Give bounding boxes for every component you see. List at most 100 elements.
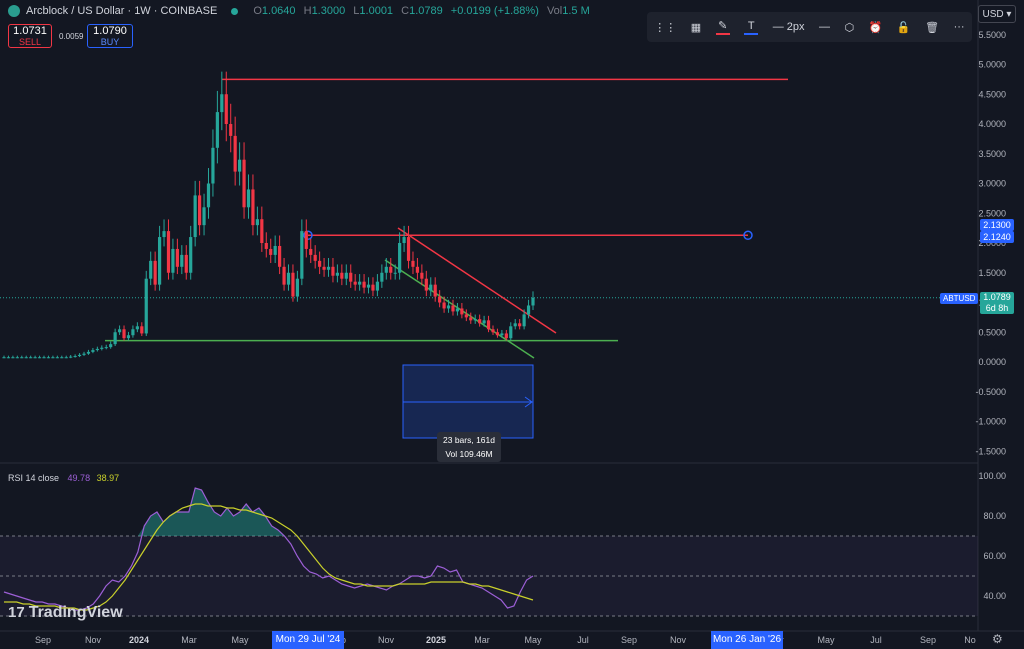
y-tick-label: 0.5000 (978, 327, 1006, 337)
candle-body (464, 314, 468, 318)
x-tick-label: 2024 (129, 635, 149, 645)
x-tick-label: Mar (181, 635, 197, 645)
candle-body (504, 333, 508, 339)
candle-body (375, 281, 380, 291)
alert-clock-icon[interactable]: ⏰ (868, 21, 883, 34)
line-style-icon[interactable]: — (819, 21, 831, 33)
date-range-arrowhead (524, 396, 533, 408)
candle-body (197, 195, 202, 226)
rsi-ma-line (4, 503, 534, 611)
spread-value: 0.0059 (59, 32, 84, 41)
settings-gear-icon[interactable]: ⚙ (992, 632, 1003, 646)
measure-bars: 23 bars, 161d (443, 435, 495, 445)
candle-body (349, 272, 353, 282)
candle-body (104, 347, 108, 349)
symbol-tag: ABTUSD (940, 293, 979, 304)
candle-body (113, 332, 117, 345)
volume-value: 1.5 M (562, 5, 590, 17)
candle-body (424, 278, 428, 291)
candle-body (335, 272, 340, 276)
rsi-y-tick-label: 40.00 (983, 591, 1006, 601)
x-tick-label: No (964, 635, 976, 645)
buy-label: BUY (100, 37, 120, 47)
close-value: 1.0789 (409, 5, 443, 17)
currency-selector[interactable]: USD ▾ (978, 5, 1016, 23)
candle-body (202, 207, 206, 226)
x-tick-label: Sep (35, 635, 51, 645)
candle-body (362, 281, 366, 288)
candle-body (29, 357, 33, 359)
candle-body (211, 147, 215, 184)
settings-hex-icon[interactable]: ⬡ (844, 21, 855, 34)
sell-button[interactable]: 1.0731 SELL (8, 24, 52, 48)
candle-body (126, 335, 131, 339)
candle-body (144, 278, 148, 334)
y-tick-label: 0.0000 (978, 357, 1006, 367)
candle-body (491, 329, 495, 333)
candle-body (486, 320, 491, 330)
candle-body (531, 297, 535, 306)
line-handle-right (743, 230, 753, 241)
candle-body (406, 237, 411, 261)
candle-body (482, 320, 486, 324)
buy-button[interactable]: 1.0790 BUY (87, 24, 133, 48)
sell-price: 1.0731 (13, 25, 47, 37)
candle-body (233, 135, 237, 172)
symbol-title[interactable]: Arcblock / US Dollar · 1W · COINBASE (26, 5, 218, 17)
y-tick-label: 5.0000 (978, 60, 1006, 70)
candle-body (69, 356, 73, 358)
candle-body (162, 231, 166, 238)
lock-icon[interactable]: 🔓 (896, 21, 911, 34)
line-color-button[interactable]: ✎ (715, 19, 730, 35)
line-width-label: 2px (786, 21, 805, 33)
candle-body (340, 272, 344, 279)
candle-body (344, 272, 348, 279)
candle-body (300, 231, 304, 279)
candle-body (393, 272, 397, 274)
candle-body (269, 248, 273, 255)
rsi-y-tick-label: 60.00 (983, 551, 1006, 561)
rsi-header[interactable]: RSI 14 close 49.78 38.97 (8, 473, 119, 483)
x-axis-cursor-right: Mon 26 Jan '26 (711, 631, 783, 649)
rsi-overbought-fill (4, 488, 533, 536)
drag-handle-icon[interactable]: ⋮⋮ (654, 21, 677, 34)
candle-body (389, 266, 393, 273)
candle-body (509, 326, 513, 339)
candle-body (384, 266, 388, 273)
rsi-value: 49.78 (67, 473, 91, 483)
coin-logo-icon (8, 5, 20, 17)
candle-body (380, 272, 384, 282)
candle-body (60, 357, 64, 359)
x-tick-label: Nov (85, 635, 102, 645)
candle-body (2, 357, 6, 359)
candle-body (451, 305, 455, 312)
templates-icon[interactable]: ▦ (690, 21, 702, 34)
trash-icon[interactable]: 🗑 (925, 21, 940, 34)
candle-body (371, 284, 375, 291)
market-status-icon[interactable] (231, 7, 239, 15)
candle-body (46, 357, 51, 359)
y-tick-label: 2.0000 (978, 238, 1006, 248)
y-tick-label: 3.5000 (978, 149, 1006, 159)
candle-body (442, 302, 446, 309)
candle-body (304, 231, 308, 249)
low-value: 1.0001 (359, 5, 394, 17)
candle-body (135, 326, 139, 330)
y-tick-label: -1.0000 (975, 417, 1006, 427)
candle-body (460, 308, 464, 315)
text-icon: T (747, 19, 755, 32)
candle-body (438, 296, 442, 303)
candle-body (278, 245, 282, 267)
more-icon[interactable]: ··· (953, 21, 965, 33)
measure-volume: Vol 109.46M (445, 449, 493, 459)
chart-header: Arcblock / US Dollar · 1W · COINBASE O1.… (8, 5, 590, 17)
text-color-button[interactable]: T (744, 19, 759, 35)
tradingview-logo[interactable]: 17 TradingView (8, 604, 123, 622)
candle-body (260, 219, 264, 243)
x-tick-label: Mar (474, 635, 490, 645)
y-tick-label: 4.5000 (978, 89, 1006, 99)
ohlc-values: O1.0640 H1.3000 L1.0001 C1.0789 +0.0199 … (253, 5, 590, 17)
line-width-button[interactable]: — 2px (772, 21, 805, 33)
rsi-y-tick-label: 100.00 (978, 471, 1006, 481)
